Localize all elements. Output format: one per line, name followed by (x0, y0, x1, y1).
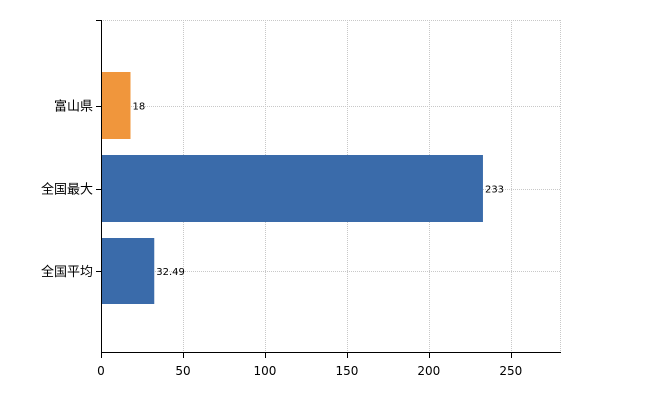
data-label: 18 (133, 102, 146, 113)
x-tick-label: 200 (417, 364, 440, 378)
bar (102, 72, 131, 139)
category-label: 富山県 (54, 99, 93, 115)
x-tick-label: 100 (253, 364, 276, 378)
data-label: 233 (485, 185, 504, 196)
bars (102, 72, 483, 304)
axes (96, 20, 561, 358)
x-tick-label: 50 (175, 364, 190, 378)
x-tick-label: 250 (499, 364, 522, 378)
x-tick-label: 150 (335, 364, 358, 378)
data-label: 32.49 (156, 267, 185, 278)
category-label: 全国平均 (41, 264, 93, 280)
bar (102, 155, 483, 222)
category-label: 全国最大 (41, 182, 93, 198)
x-tick-label: 0 (97, 364, 105, 378)
bar (102, 238, 155, 304)
